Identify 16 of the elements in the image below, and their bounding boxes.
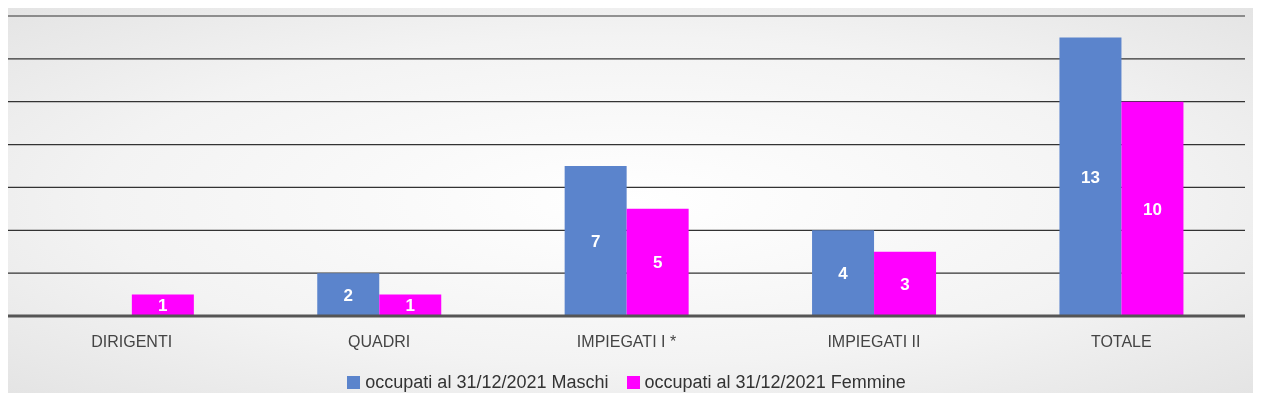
x-tick-label: DIRIGENTI xyxy=(91,333,173,351)
data-label: 1 xyxy=(405,296,415,316)
data-label: 10 xyxy=(1142,199,1162,219)
data-label: 5 xyxy=(652,253,663,273)
x-tick-label: IMPIEGATI II xyxy=(827,333,921,351)
data-label: 3 xyxy=(900,274,910,294)
x-tick-label: IMPIEGATI I * xyxy=(576,333,677,351)
legend-label: occupati al 31/12/2021 Femmine xyxy=(644,372,906,393)
x-tick-label: QUADRI xyxy=(347,333,411,351)
data-label: 2 xyxy=(343,285,353,305)
data-label: 13 xyxy=(1080,167,1100,187)
data-label: 4 xyxy=(838,264,849,284)
data-label: 7 xyxy=(590,232,601,252)
data-label: 1 xyxy=(158,296,168,316)
x-tick-label: TOTALE xyxy=(1090,333,1152,351)
legend-label: occupati al 31/12/2021 Maschi xyxy=(365,372,609,393)
